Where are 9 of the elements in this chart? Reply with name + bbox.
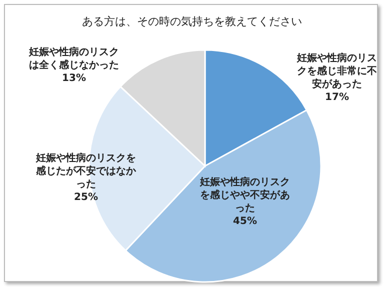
data-label: 17% <box>324 91 350 104</box>
slice-label: 妊娠や性病のリスクを感じたが不安ではなかった <box>36 152 136 191</box>
slice-label: 妊娠や性病のリスクは全く感じなかった <box>28 46 120 72</box>
slice-label: 妊娠や性病のリスクを感じやや不安があった <box>198 176 291 215</box>
data-label: 13% <box>61 72 87 85</box>
slice-label: 妊娠や性病のリスクを感じ非常に不安があった <box>296 52 378 91</box>
chart-title: ある方は、その時の気持ちを教えてください <box>81 14 303 29</box>
data-label: 45% <box>232 215 258 228</box>
data-label: 25% <box>73 191 99 204</box>
